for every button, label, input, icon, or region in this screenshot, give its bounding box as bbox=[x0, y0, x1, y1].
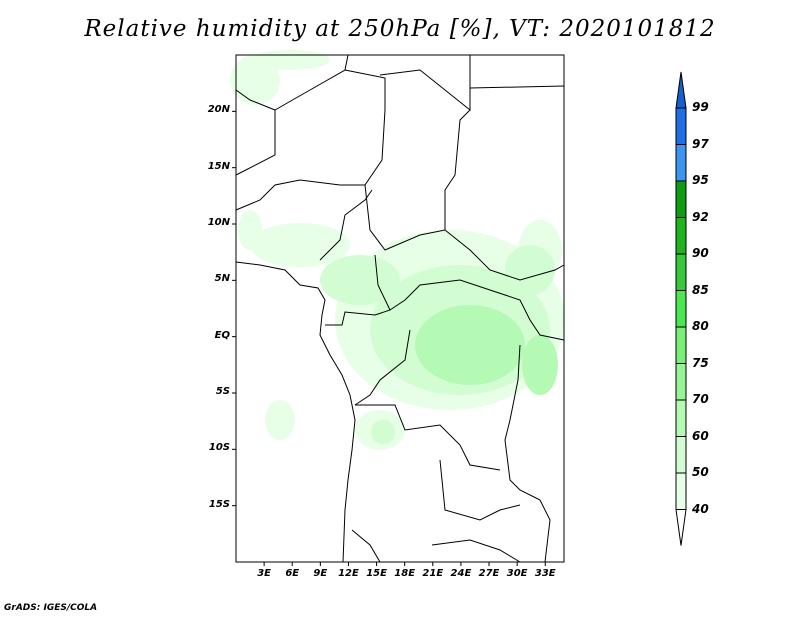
colorbar-segment bbox=[675, 399, 687, 437]
lon-label: 18E bbox=[394, 568, 416, 579]
colorbar-bottom-arrow bbox=[675, 509, 687, 546]
colorbar-segment bbox=[675, 107, 687, 145]
colorbar-segment bbox=[675, 144, 687, 182]
colorbar-label: 95 bbox=[692, 173, 709, 187]
plot-title: Relative humidity at 250hPa [%], VT: 202… bbox=[84, 16, 716, 42]
colorbar-label: 99 bbox=[692, 100, 709, 114]
colorbar-segment bbox=[675, 472, 687, 510]
lon-label: 15E bbox=[366, 568, 387, 579]
colorbar-segment bbox=[675, 217, 687, 255]
humidity-field bbox=[230, 50, 565, 450]
colorbar-label: 90 bbox=[692, 246, 709, 260]
lat-label: 10N bbox=[207, 217, 230, 228]
lat-label: EQ bbox=[214, 329, 230, 341]
country-borders bbox=[235, 54, 565, 563]
map-frame bbox=[235, 54, 565, 563]
lon-label: 33E bbox=[534, 568, 556, 579]
lon-label: 6E bbox=[285, 568, 300, 579]
colorbar-label: 50 bbox=[692, 465, 709, 479]
colorbar-label: 92 bbox=[692, 209, 709, 224]
lon-label: 12E bbox=[338, 568, 359, 579]
colorbar-top-arrow bbox=[675, 71, 687, 109]
lon-label: 24E bbox=[450, 568, 472, 579]
colorbar-segment bbox=[675, 363, 687, 401]
lat-label: 15S bbox=[208, 498, 230, 510]
colorbar-segment bbox=[675, 253, 687, 291]
colorbar bbox=[675, 71, 687, 546]
lat-label: 5N bbox=[214, 273, 230, 285]
grads-credit: GrADS: IGES/COLA bbox=[4, 603, 98, 613]
colorbar-segment bbox=[675, 290, 687, 328]
lat-label: 20N bbox=[207, 104, 230, 116]
colorbar-label: 97 bbox=[692, 136, 709, 151]
lat-label: 15N bbox=[207, 160, 230, 172]
colorbar-label: 85 bbox=[692, 282, 709, 297]
colorbar-segment bbox=[675, 180, 687, 218]
colorbar-segment bbox=[675, 436, 687, 474]
lon-label: 21E bbox=[422, 568, 444, 579]
colorbar-label: 75 bbox=[692, 355, 709, 370]
colorbar-label: 80 bbox=[692, 319, 709, 333]
lat-label: 5S bbox=[215, 386, 230, 397]
colorbar-label: 40 bbox=[692, 501, 709, 516]
lon-label: 27E bbox=[478, 568, 500, 579]
lon-label: 3E bbox=[257, 568, 271, 579]
colorbar-segment bbox=[675, 326, 687, 364]
lat-label: 10S bbox=[208, 442, 230, 454]
lon-label: 30E bbox=[506, 568, 528, 579]
lon-label: 9E bbox=[313, 568, 328, 579]
colorbar-label: 70 bbox=[692, 392, 709, 406]
colorbar-label: 60 bbox=[692, 428, 709, 443]
